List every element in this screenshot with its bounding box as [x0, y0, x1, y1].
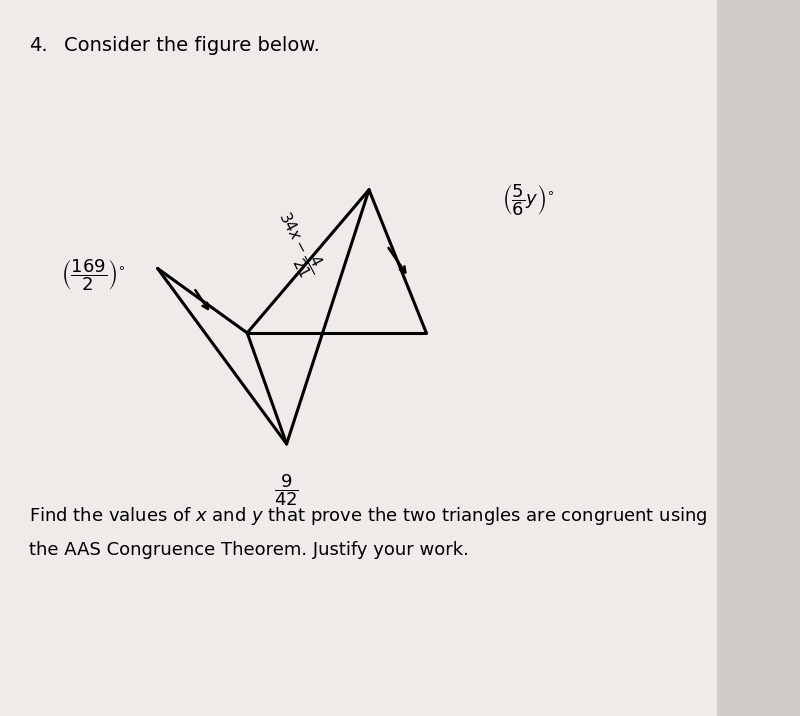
Text: $\left(\dfrac{5}{6}y\right)^{\circ}$: $\left(\dfrac{5}{6}y\right)^{\circ}$ — [502, 183, 554, 218]
Text: $34x - \dfrac{4}{21}$: $34x - \dfrac{4}{21}$ — [267, 205, 328, 281]
Text: $\left(\dfrac{169}{2}\right)^{\circ}$: $\left(\dfrac{169}{2}\right)^{\circ}$ — [61, 258, 126, 294]
Text: $\dfrac{9}{42}$: $\dfrac{9}{42}$ — [274, 473, 299, 508]
Text: the AAS Congruence Theorem. Justify your work.: the AAS Congruence Theorem. Justify your… — [29, 541, 469, 558]
FancyBboxPatch shape — [0, 0, 717, 716]
Text: 4.: 4. — [29, 36, 47, 55]
Text: Consider the figure below.: Consider the figure below. — [65, 36, 320, 55]
Text: Find the values of $x$ and $y$ that prove the two triangles are congruent using: Find the values of $x$ and $y$ that prov… — [29, 505, 707, 527]
